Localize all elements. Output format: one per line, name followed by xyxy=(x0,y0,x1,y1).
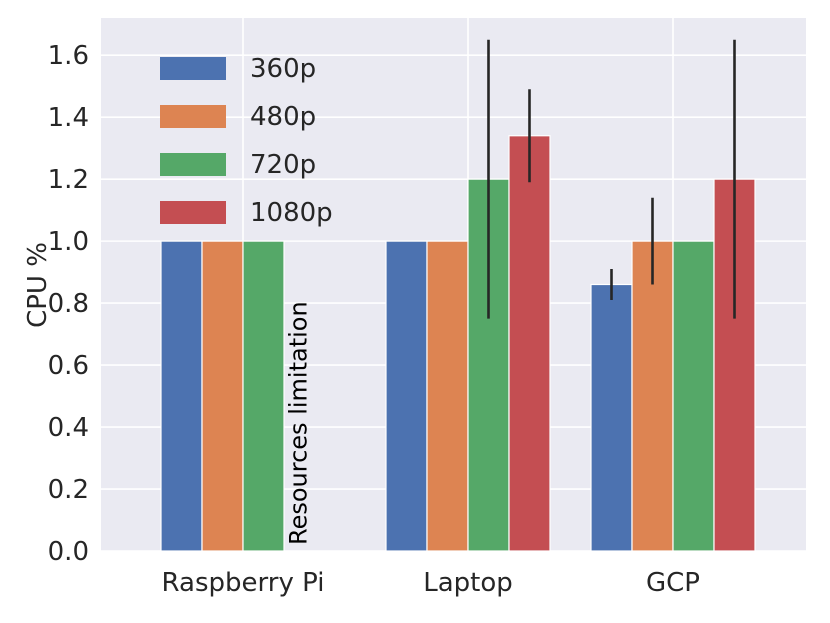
annotation-resources-limitation: Resources limitation xyxy=(285,301,313,545)
bar-raspberry-pi-360p xyxy=(160,240,203,552)
bar-laptop-1080p xyxy=(508,135,551,552)
bar-raspberry-pi-480p xyxy=(201,240,244,552)
bar-raspberry-pi-720p xyxy=(242,240,285,552)
y-tick-label: 0.8 xyxy=(48,289,89,319)
y-axis-label: CPU % xyxy=(23,242,53,328)
y-tick-label: 1.0 xyxy=(48,227,89,257)
bar-gcp-720p xyxy=(672,240,715,552)
legend-swatch-1080p xyxy=(160,201,226,224)
legend-label-720p: 720p xyxy=(250,150,316,180)
x-tick-label-raspberry-pi: Raspberry Pi xyxy=(162,568,325,598)
bar-gcp-360p xyxy=(590,283,633,552)
bar-laptop-480p xyxy=(426,240,469,552)
legend-swatch-480p xyxy=(160,105,226,128)
y-tick-label: 0.2 xyxy=(48,475,89,505)
y-tick-label: 0.6 xyxy=(48,351,89,381)
bar-laptop-360p xyxy=(385,240,428,552)
y-tick-label: 1.2 xyxy=(48,165,89,195)
x-tick-label-laptop: Laptop xyxy=(423,568,513,598)
x-tick-label-gcp: GCP xyxy=(646,568,700,598)
y-tick-labels: 0.0 0.2 0.4 0.6 0.8 1.0 1.2 1.4 1.6 xyxy=(48,41,89,567)
annotations: Resources limitation xyxy=(285,301,313,545)
bars xyxy=(160,135,756,552)
y-tick-label: 0.0 xyxy=(48,537,89,567)
legend-swatch-720p xyxy=(160,153,226,176)
legend-label-480p: 480p xyxy=(250,102,316,132)
legend-label-360p: 360p xyxy=(250,54,316,84)
y-tick-label: 0.4 xyxy=(48,413,89,443)
error-bars xyxy=(487,39,736,319)
bar-gcp-480p xyxy=(631,240,674,552)
legend-label-1080p: 1080p xyxy=(250,198,333,228)
legend: 360p 480p 720p 1080p xyxy=(160,54,333,228)
y-tick-label: 1.6 xyxy=(48,41,89,71)
y-tick-label: 1.4 xyxy=(48,103,89,133)
legend-swatch-360p xyxy=(160,57,226,80)
x-tick-labels: Raspberry Pi Laptop GCP xyxy=(162,568,700,598)
